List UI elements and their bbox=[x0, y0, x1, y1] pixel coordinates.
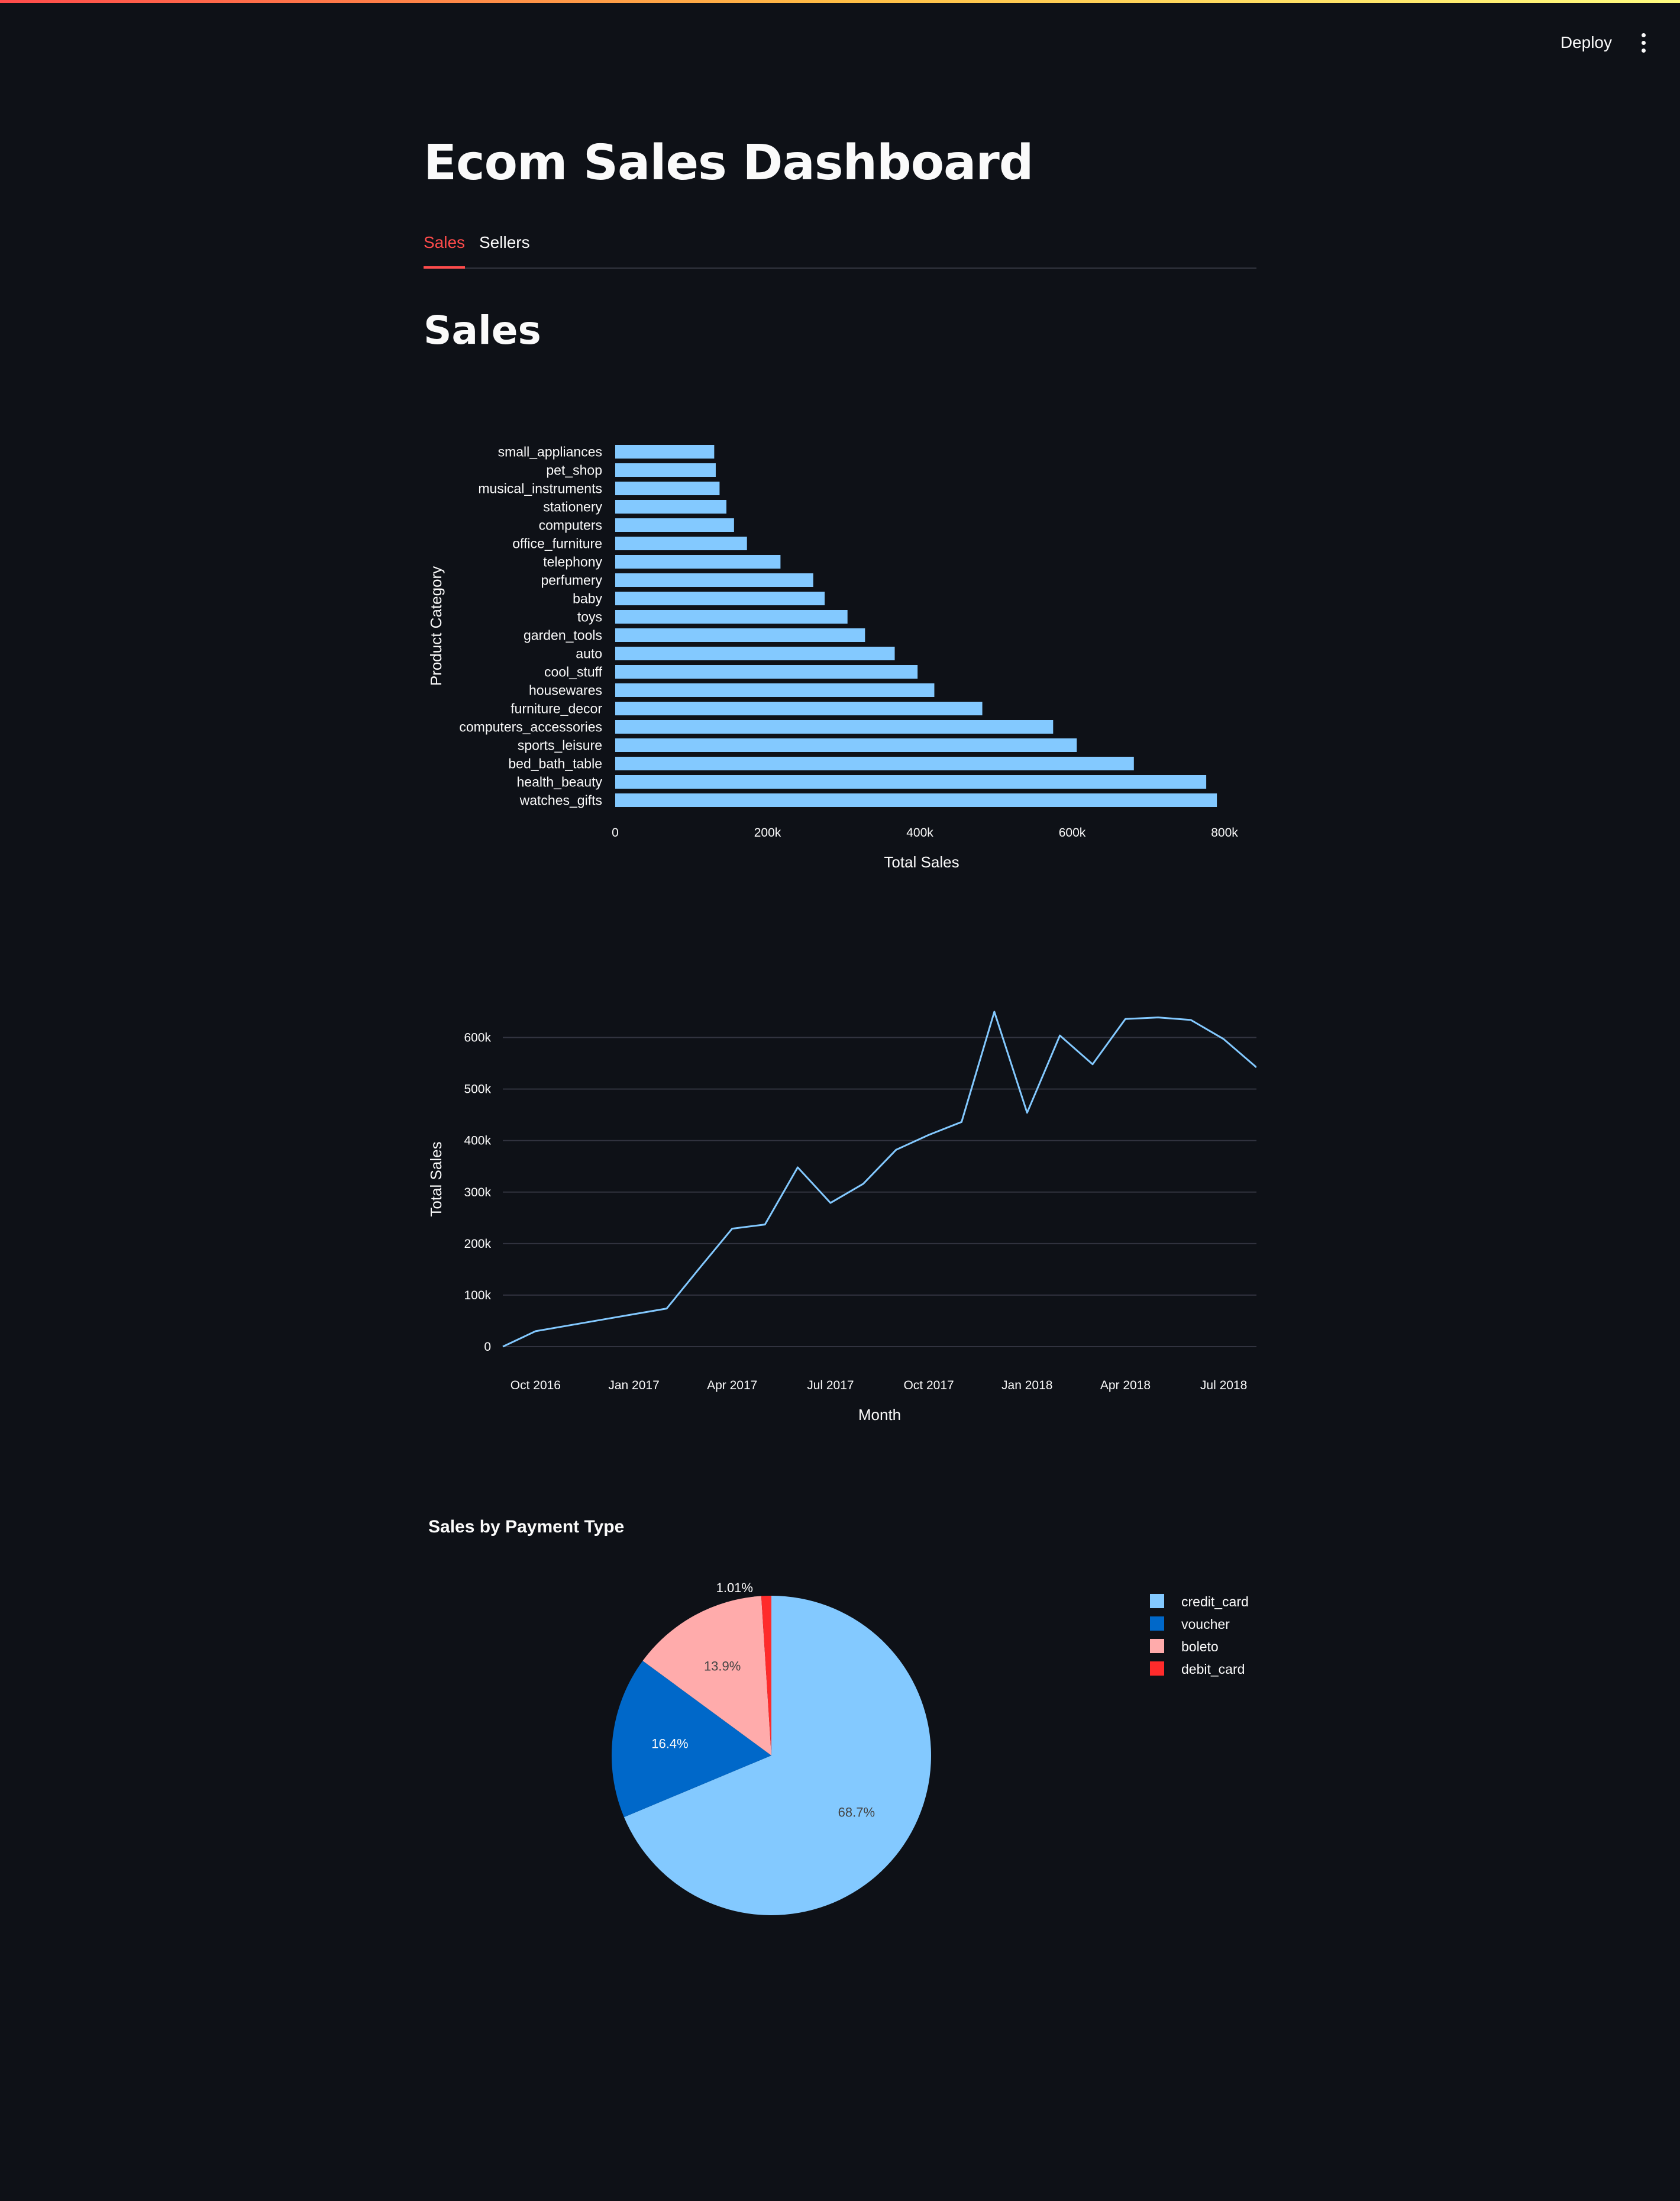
pie-label-debit-card: 1.01% bbox=[716, 1580, 753, 1595]
app-toolbar: Deploy bbox=[1561, 28, 1649, 57]
x-tick-label-oct-2016: Oct 2016 bbox=[511, 1379, 561, 1392]
x-tick-label-jul-2017: Jul 2017 bbox=[807, 1379, 854, 1392]
x-tick-label-jul-2018: Jul 2018 bbox=[1200, 1379, 1247, 1392]
y-tick-label-musical-instruments: musical_instruments bbox=[478, 481, 602, 496]
bar-cool-stuff bbox=[615, 665, 918, 679]
bar-baby bbox=[615, 592, 825, 605]
x-tick-label-600k: 600k bbox=[1059, 826, 1086, 840]
sales-line bbox=[502, 1011, 1256, 1348]
pie-slice-boleto bbox=[642, 1596, 771, 1755]
bar-telephony bbox=[615, 555, 781, 569]
bar-furniture-decor bbox=[615, 702, 983, 715]
bar-computers bbox=[615, 518, 734, 532]
y-tick-label-furniture-decor: furniture_decor bbox=[511, 701, 602, 717]
pie-label-voucher: 16.4% bbox=[651, 1737, 688, 1751]
bar-toys bbox=[615, 610, 848, 624]
line-chart-sales-by-month: 0 100k 200k 300k 400k 500k 600k Oct 2016 Jan 201… bbox=[424, 994, 1256, 1432]
pie-slice-credit-card bbox=[623, 1596, 931, 1915]
legend-label-credit-card: credit_card bbox=[1181, 1594, 1249, 1609]
legend-swatch-boleto bbox=[1150, 1639, 1164, 1653]
tab-bar: Sales Sellers bbox=[424, 224, 1256, 269]
pie-slice-voucher bbox=[611, 1661, 771, 1818]
pie-label-credit-card: 68.7% bbox=[838, 1805, 875, 1820]
y-tick-label-300k: 300k bbox=[464, 1186, 491, 1199]
bar-auto bbox=[615, 647, 895, 660]
more-vertical-icon[interactable] bbox=[1638, 31, 1649, 55]
y-tick-label-housewares: housewares bbox=[529, 683, 602, 698]
tab-sellers[interactable]: Sellers bbox=[479, 233, 530, 251]
x-axis-title: Total Sales bbox=[884, 853, 959, 871]
y-tick-label-400k: 400k bbox=[464, 1134, 491, 1148]
x-tick-label-800k: 800k bbox=[1211, 826, 1238, 840]
bar-computers-accessories bbox=[615, 720, 1054, 734]
y-tick-label-watches-gifts: watches_gifts bbox=[519, 793, 602, 808]
legend-label-debit-card: debit_card bbox=[1181, 1661, 1245, 1677]
y-tick-label-200k: 200k bbox=[464, 1237, 491, 1251]
section-title: Sales bbox=[424, 308, 541, 353]
x-tick-label-400k: 400k bbox=[906, 826, 933, 840]
x-tick-label-apr-2018: Apr 2018 bbox=[1100, 1379, 1151, 1392]
y-tick-label-office-furniture: office_furniture bbox=[512, 536, 602, 551]
bar-housewares bbox=[615, 683, 935, 697]
legend-swatch-credit-card bbox=[1150, 1594, 1164, 1608]
line-chart-svg: 0 100k 200k 300k 400k 500k 600k Oct 2016 Jan 201… bbox=[427, 1011, 1256, 1424]
y-axis-title: Total Sales bbox=[427, 1141, 445, 1216]
y-tick-label-bed-bath-table: bed_bath_table bbox=[508, 756, 602, 772]
bar-pet-shop bbox=[615, 463, 716, 477]
y-tick-label-500k: 500k bbox=[464, 1083, 491, 1096]
bar-chart-svg: small_appliances pet_shop musical_instrume… bbox=[427, 444, 1238, 872]
bar-chart-sales-by-category: small_appliances pet_shop musical_instrume… bbox=[424, 426, 1256, 888]
bar-bed-bath-table bbox=[615, 757, 1134, 770]
y-tick-label-0: 0 bbox=[484, 1340, 491, 1354]
x-tick-label-jan-2017: Jan 2017 bbox=[608, 1379, 659, 1392]
y-tick-label-small-appliances: small_appliances bbox=[498, 444, 602, 460]
bar-stationery bbox=[615, 500, 726, 514]
x-tick-label-0: 0 bbox=[612, 826, 619, 840]
y-tick-label-stationery: stationery bbox=[543, 499, 602, 515]
y-tick-label-cool-stuff: cool_stuff bbox=[544, 664, 603, 680]
legend-label-voucher: voucher bbox=[1181, 1616, 1230, 1632]
y-tick-label-auto: auto bbox=[576, 646, 602, 661]
y-tick-label-sports-leisure: sports_leisure bbox=[518, 738, 602, 753]
x-tick-label-200k: 200k bbox=[754, 826, 781, 840]
y-tick-label-computers-accessories: computers_accessories bbox=[459, 719, 602, 735]
y-tick-label-garden-tools: garden_tools bbox=[524, 628, 602, 643]
x-tick-label-jan-2018: Jan 2018 bbox=[1001, 1379, 1052, 1392]
bar-sports-leisure bbox=[615, 738, 1077, 752]
bar-perfumery bbox=[615, 573, 813, 587]
x-axis-title: Month bbox=[858, 1406, 901, 1424]
legend-label-boleto: boleto bbox=[1181, 1639, 1219, 1654]
bar-garden-tools bbox=[615, 628, 865, 642]
y-tick-label-100k: 100k bbox=[464, 1289, 491, 1302]
bar-watches-gifts bbox=[615, 793, 1217, 807]
pie-chart-title: Sales by Payment Type bbox=[428, 1517, 624, 1537]
top-accent-bar bbox=[0, 0, 1680, 3]
pie-chart-payment-type: Sales by Payment Type 68.7% 16.4% 13.9% 1.01… bbox=[424, 1503, 1256, 1929]
bar-health-beauty bbox=[615, 775, 1207, 789]
pie-label-boleto: 13.9% bbox=[704, 1658, 741, 1673]
y-tick-label-perfumery: perfumery bbox=[541, 573, 602, 588]
bar-musical-instruments bbox=[615, 482, 720, 495]
pie-chart-svg: Sales by Payment Type 68.7% 16.4% 13.9% 1.01… bbox=[428, 1517, 1249, 1915]
y-tick-label-computers: computers bbox=[539, 518, 602, 533]
y-tick-label-health-beauty: health_beauty bbox=[516, 774, 602, 790]
y-axis-title: Product Category bbox=[427, 566, 445, 686]
y-tick-label-600k: 600k bbox=[464, 1031, 491, 1045]
y-tick-label-baby: baby bbox=[573, 591, 602, 606]
y-tick-label-telephony: telephony bbox=[543, 554, 602, 570]
bar-small-appliances bbox=[615, 445, 715, 459]
tab-sales[interactable]: Sales bbox=[424, 233, 466, 269]
pie-slice-debit-card bbox=[761, 1595, 771, 1755]
page-title: Ecom Sales Dashboard bbox=[424, 135, 1034, 191]
bar-office-furniture bbox=[615, 537, 747, 550]
legend-swatch-debit-card bbox=[1150, 1661, 1164, 1676]
y-tick-label-pet-shop: pet_shop bbox=[546, 463, 602, 478]
x-tick-label-oct-2017: Oct 2017 bbox=[903, 1379, 954, 1392]
deploy-button[interactable]: Deploy bbox=[1560, 33, 1612, 51]
x-tick-label-apr-2017: Apr 2017 bbox=[707, 1379, 757, 1392]
y-tick-label-toys: toys bbox=[577, 609, 602, 625]
legend-swatch-voucher bbox=[1150, 1616, 1164, 1631]
